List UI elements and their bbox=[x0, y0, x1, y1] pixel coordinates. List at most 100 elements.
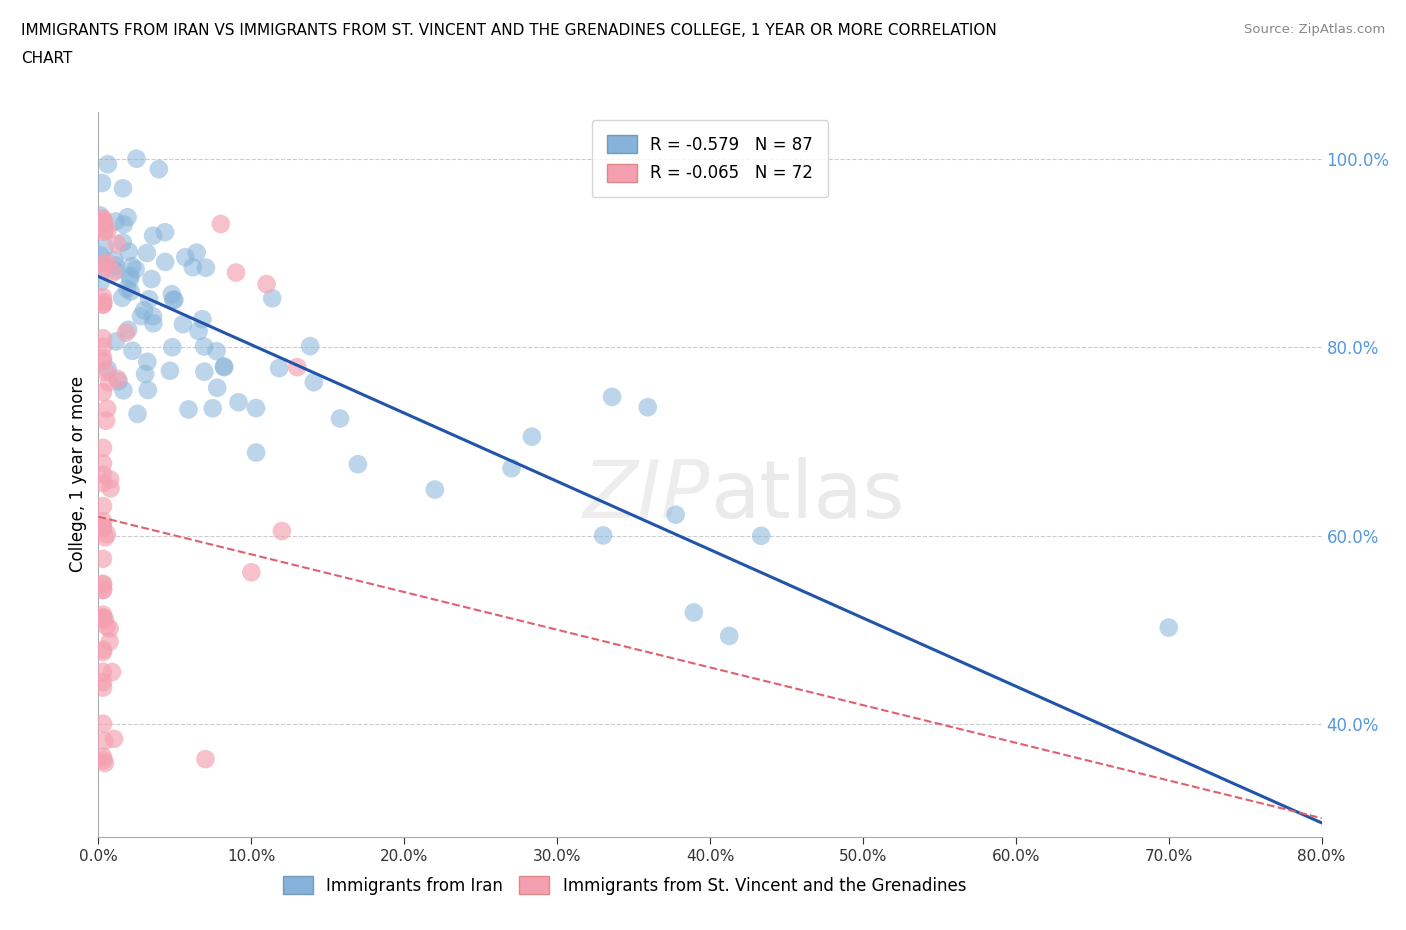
Point bbox=[91, 612, 114, 627]
Point bbox=[91, 643, 114, 658]
Point bbox=[98, 472, 121, 487]
Point bbox=[93, 612, 115, 627]
Point bbox=[187, 324, 209, 339]
Point bbox=[191, 312, 214, 326]
Point bbox=[91, 456, 114, 471]
Point bbox=[155, 255, 177, 270]
Point bbox=[91, 644, 114, 659]
Point bbox=[104, 214, 127, 229]
Point bbox=[91, 211, 114, 226]
Point bbox=[91, 680, 114, 695]
Text: IMMIGRANTS FROM IRAN VS IMMIGRANTS FROM ST. VINCENT AND THE GRENADINES COLLEGE, : IMMIGRANTS FROM IRAN VS IMMIGRANTS FROM … bbox=[21, 23, 997, 38]
Point bbox=[172, 317, 194, 332]
Point bbox=[103, 265, 125, 280]
Point bbox=[91, 513, 114, 528]
Point bbox=[205, 380, 228, 395]
Point bbox=[91, 750, 114, 764]
Point bbox=[91, 521, 114, 536]
Point bbox=[117, 323, 139, 338]
Point bbox=[201, 401, 224, 416]
Point bbox=[91, 385, 114, 400]
Point bbox=[136, 354, 159, 369]
Point bbox=[592, 528, 614, 543]
Point bbox=[142, 309, 165, 324]
Point bbox=[94, 755, 117, 770]
Point bbox=[181, 259, 204, 274]
Point bbox=[174, 250, 197, 265]
Point bbox=[683, 605, 706, 620]
Point bbox=[245, 401, 267, 416]
Point bbox=[129, 309, 152, 324]
Point bbox=[302, 375, 325, 390]
Point bbox=[98, 634, 121, 649]
Point bbox=[520, 430, 543, 445]
Point bbox=[103, 732, 125, 747]
Point bbox=[125, 152, 148, 166]
Point bbox=[127, 406, 149, 421]
Point bbox=[212, 359, 235, 374]
Point bbox=[103, 253, 125, 268]
Point bbox=[194, 751, 217, 766]
Point bbox=[93, 753, 115, 768]
Point bbox=[121, 343, 143, 358]
Point bbox=[228, 395, 250, 410]
Point bbox=[1157, 620, 1180, 635]
Point bbox=[162, 292, 184, 307]
Point bbox=[98, 621, 121, 636]
Point bbox=[96, 365, 118, 379]
Point bbox=[299, 339, 322, 353]
Point bbox=[90, 274, 112, 289]
Point bbox=[118, 245, 141, 259]
Point bbox=[89, 257, 111, 272]
Point bbox=[212, 360, 235, 375]
Point bbox=[97, 362, 120, 377]
Point bbox=[89, 208, 111, 223]
Point bbox=[91, 331, 114, 346]
Point bbox=[100, 481, 122, 496]
Point bbox=[89, 247, 111, 262]
Point bbox=[91, 289, 114, 304]
Point bbox=[91, 498, 114, 513]
Point bbox=[91, 674, 114, 689]
Point bbox=[93, 222, 115, 237]
Point bbox=[96, 526, 118, 541]
Point bbox=[91, 582, 114, 597]
Point bbox=[91, 256, 114, 271]
Point bbox=[96, 223, 118, 238]
Point bbox=[91, 610, 114, 625]
Point bbox=[94, 240, 117, 255]
Point bbox=[91, 441, 114, 456]
Point bbox=[501, 460, 523, 475]
Point bbox=[112, 217, 135, 232]
Point bbox=[177, 402, 200, 417]
Point bbox=[118, 272, 141, 286]
Point bbox=[270, 524, 292, 538]
Point bbox=[256, 276, 278, 291]
Point bbox=[93, 295, 115, 310]
Point bbox=[111, 235, 134, 250]
Point bbox=[91, 353, 114, 368]
Legend: Immigrants from Iran, Immigrants from St. Vincent and the Grenadines: Immigrants from Iran, Immigrants from St… bbox=[276, 870, 973, 901]
Point bbox=[91, 610, 114, 625]
Point bbox=[112, 383, 135, 398]
Point bbox=[107, 371, 129, 386]
Point bbox=[117, 210, 139, 225]
Point bbox=[285, 360, 308, 375]
Point bbox=[135, 246, 157, 260]
Point bbox=[138, 292, 160, 307]
Point bbox=[96, 401, 118, 416]
Point bbox=[91, 297, 114, 312]
Point bbox=[142, 316, 165, 331]
Point bbox=[121, 259, 143, 273]
Point bbox=[91, 298, 114, 312]
Point bbox=[124, 262, 146, 277]
Text: ZIP: ZIP bbox=[582, 457, 710, 535]
Point bbox=[136, 382, 159, 397]
Point bbox=[637, 400, 659, 415]
Point bbox=[104, 258, 127, 272]
Point bbox=[240, 565, 263, 579]
Point bbox=[423, 482, 446, 497]
Text: Source: ZipAtlas.com: Source: ZipAtlas.com bbox=[1244, 23, 1385, 36]
Point bbox=[141, 272, 163, 286]
Point bbox=[93, 215, 115, 230]
